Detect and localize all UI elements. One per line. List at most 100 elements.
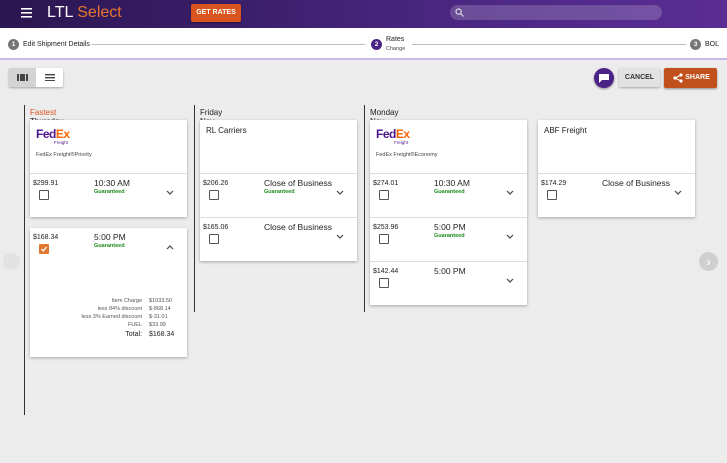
rate-price: $174.29 xyxy=(541,180,567,187)
prev-arrow[interactable] xyxy=(3,253,20,270)
carrier-header: FedEx Freight FedEx Freight®Priority xyxy=(30,120,187,174)
select-checkbox[interactable] xyxy=(209,190,219,200)
search-bar[interactable] xyxy=(450,5,662,20)
rate-option: $168.34 5:00 PM Guaranteed Item Charge $1033… xyxy=(30,228,187,357)
expand-chevron[interactable] xyxy=(506,278,514,284)
delivery-time: Close of Business xyxy=(264,222,333,232)
logo-subtitle: Freight xyxy=(54,140,69,145)
share-icon xyxy=(673,73,683,83)
delivery-time: 5:00 PM xyxy=(434,266,466,276)
select-checkbox[interactable] xyxy=(39,244,49,254)
total-amount: $168.34 xyxy=(149,331,175,338)
step-connector xyxy=(412,44,686,45)
charge-amount: $-31.01 xyxy=(149,314,168,320)
chat-button[interactable] xyxy=(594,68,614,88)
delivery-time: 5:00 PM xyxy=(434,222,466,232)
logo-fed: Fed xyxy=(376,127,396,141)
next-arrow[interactable]: › xyxy=(699,252,718,271)
carrier-card: FedEx Freight FedEx Freight®Priority $299.9… xyxy=(30,120,187,217)
fastest-badge: Fastest xyxy=(30,108,57,117)
top-bar: LTL Select GET RATES xyxy=(0,0,727,28)
rate-price: $168.34 xyxy=(33,234,59,241)
delivery-time: 10:30 AM xyxy=(434,178,470,188)
share-label: SHARE xyxy=(685,74,710,81)
rate-option: $206.26 Close of Business Guaranteed xyxy=(200,174,357,218)
expand-chevron[interactable] xyxy=(336,234,344,240)
column-divider xyxy=(364,105,365,312)
guarantee-note: Guaranteed xyxy=(434,189,465,195)
delivery-time: 5:00 PM xyxy=(94,232,126,242)
charge-label: Item Charge xyxy=(111,298,142,304)
select-checkbox[interactable] xyxy=(39,190,49,200)
carrier-logo: FedEx xyxy=(36,127,70,141)
delivery-time: Close of Business xyxy=(602,178,671,188)
guarantee-note: Guaranteed xyxy=(434,233,465,239)
rate-price: $253.96 xyxy=(373,224,399,231)
rate-price: $206.26 xyxy=(203,180,229,187)
step-number: 2 xyxy=(371,39,382,50)
expand-chevron[interactable] xyxy=(336,190,344,196)
rate-option: $253.96 5:00 PM Guaranteed xyxy=(370,218,527,262)
card-view-button[interactable] xyxy=(9,68,36,87)
rate-price: $165.06 xyxy=(203,224,229,231)
charge-amount: $33.99 xyxy=(149,322,166,328)
collapse-chevron[interactable] xyxy=(166,244,174,250)
select-checkbox[interactable] xyxy=(379,234,389,244)
get-rates-button[interactable]: GET RATES xyxy=(191,4,241,22)
select-checkbox[interactable] xyxy=(379,278,389,288)
carrier-header: ABF Freight xyxy=(538,120,695,174)
rate-price: $274.01 xyxy=(373,180,399,187)
total-label: Total: xyxy=(125,331,142,338)
guarantee-note: Guaranteed xyxy=(264,189,295,195)
rate-option: $174.29 Close of Business xyxy=(538,174,695,217)
carrier-card: $168.34 5:00 PM Guaranteed Item Charge $1033… xyxy=(30,228,187,357)
expand-chevron[interactable] xyxy=(166,190,174,196)
column-divider xyxy=(24,105,25,415)
expand-chevron[interactable] xyxy=(506,190,514,196)
delivery-time: 10:30 AM xyxy=(94,178,130,188)
step-number: 3 xyxy=(690,39,701,50)
column-divider xyxy=(194,105,195,312)
step-sublabel[interactable]: Change xyxy=(386,46,406,52)
carrier-header: FedEx Freight FedEx Freight®Economy xyxy=(370,120,527,174)
carrier-card: ABF Freight $174.29 Close of Business xyxy=(538,120,695,217)
charge-label: less 84% discount xyxy=(97,306,142,312)
logo-ex: Ex xyxy=(55,127,70,141)
logo: LTL Select xyxy=(47,4,122,22)
select-checkbox[interactable] xyxy=(379,190,389,200)
expand-chevron[interactable] xyxy=(506,234,514,240)
rate-option: $274.01 10:30 AM Guaranteed xyxy=(370,174,527,218)
rate-option: $142.44 5:00 PM xyxy=(370,262,527,305)
stepper: 1 Edit Shipment Details 2 Rates Change 3 BOL xyxy=(0,28,727,60)
logo-main: LTL xyxy=(47,4,73,21)
expand-chevron[interactable] xyxy=(674,190,682,196)
rate-price: $142.44 xyxy=(373,268,399,275)
select-checkbox[interactable] xyxy=(547,190,557,200)
guarantee-note: Guaranteed xyxy=(94,243,125,249)
rate-option: $165.06 Close of Business xyxy=(200,218,357,261)
charge-label: FUEL xyxy=(127,322,142,328)
delivery-time: Close of Business xyxy=(264,178,333,188)
logo-accent: Select xyxy=(77,4,122,21)
step-number: 1 xyxy=(8,39,19,50)
rate-option: $299.91 10:30 AM Guaranteed xyxy=(30,174,187,217)
select-checkbox[interactable] xyxy=(209,234,219,244)
guarantee-note: Guaranteed xyxy=(94,189,125,195)
carrier-card: RL Carriers $206.26 Close of Business Guara… xyxy=(200,120,357,261)
cancel-button[interactable]: CANCEL xyxy=(619,68,660,87)
menu-icon[interactable] xyxy=(21,8,33,18)
logo-ex: Ex xyxy=(395,127,410,141)
search-icon xyxy=(455,8,464,17)
list-view-button[interactable] xyxy=(36,68,63,87)
step-label: Rates xyxy=(386,36,405,43)
step-connector xyxy=(92,44,365,45)
share-button[interactable]: SHARE xyxy=(664,68,717,88)
logo-fed: Fed xyxy=(36,127,56,141)
step-label: Edit Shipment Details xyxy=(23,41,90,48)
charge-label: less 3% Earned discount xyxy=(81,314,142,320)
charge-amount: $-868.14 xyxy=(149,306,171,312)
service-level: FedEx Freight®Priority xyxy=(36,152,92,158)
logo-subtitle: Freight xyxy=(394,140,409,145)
service-level: FedEx Freight®Economy xyxy=(376,152,438,158)
